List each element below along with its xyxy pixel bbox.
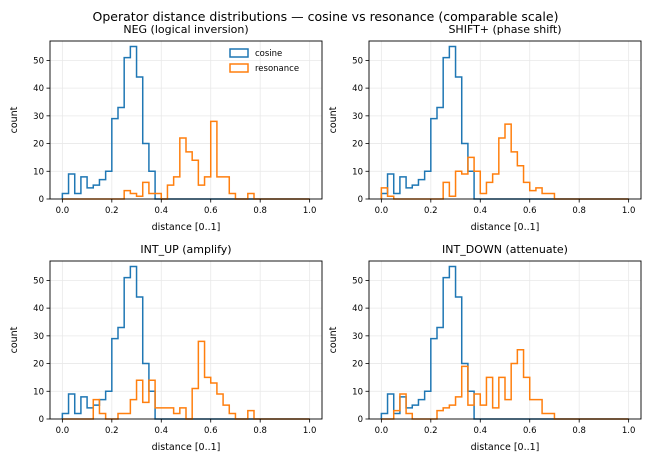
- x-tick-label: 0.8: [572, 206, 586, 216]
- axes-frame: [368, 260, 642, 420]
- x-tick-label: 0.8: [253, 206, 267, 216]
- x-tick-label: 1.0: [622, 426, 636, 436]
- y-tick-label: 50: [33, 276, 44, 286]
- legend-label-cosine: cosine: [255, 49, 282, 59]
- x-tick-label: 0.2: [424, 426, 438, 436]
- histogram-resonance: [62, 120, 310, 200]
- y-tick-label: 50: [33, 56, 44, 66]
- x-tick-label: 1.0: [303, 426, 317, 436]
- y-tick-label: 20: [33, 360, 44, 370]
- x-tick-label: 0.8: [253, 426, 267, 436]
- y-tick-label: 50: [352, 56, 363, 66]
- axes-frame: [368, 40, 642, 200]
- histogram-resonance: [381, 348, 629, 420]
- axes-frame: [49, 40, 323, 200]
- panel-3: 0.0 0.2 0.4 0.6 0.8 1.0 0 10 20 30 40 50 INT_UP (amp…: [9, 243, 323, 453]
- y-tick-label: 40: [33, 84, 44, 94]
- x-axis-label: distance [0..1]: [471, 222, 540, 233]
- x-tick-label: 0.2: [105, 426, 119, 436]
- x-tick-label: 0.8: [572, 426, 586, 436]
- y-tick-label: 30: [352, 332, 363, 342]
- figure-title: Operator distance distributions — cosine…: [93, 9, 559, 24]
- y-axis-label: count: [9, 106, 20, 133]
- x-tick-label: 1.0: [622, 206, 636, 216]
- panel-title: INT_DOWN (attenuate): [442, 243, 568, 256]
- x-axis-label: distance [0..1]: [152, 222, 221, 233]
- y-tick-label: 20: [352, 140, 363, 150]
- x-tick-label: 0.0: [375, 206, 389, 216]
- x-tick-label: 0.4: [155, 426, 169, 436]
- x-tick-label: 0.6: [204, 206, 218, 216]
- legend-swatch-cosine: [229, 48, 249, 58]
- x-tick-label: 0.2: [424, 206, 438, 216]
- x-tick-label: 0.4: [474, 426, 488, 436]
- legend: cosine resonance: [229, 48, 299, 74]
- legend-swatch-resonance: [229, 63, 249, 73]
- y-tick-label: 10: [352, 167, 363, 177]
- histogram-cosine: [380, 45, 629, 200]
- x-axis-label: distance [0..1]: [471, 442, 540, 453]
- histogram-resonance: [380, 123, 629, 200]
- x-tick-label: 0.4: [155, 206, 169, 216]
- panel-title: SHIFT+ (phase shift): [448, 23, 561, 36]
- y-tick-label: 10: [352, 387, 363, 397]
- x-tick-label: 0.4: [474, 206, 488, 216]
- panel-1: 0.0 0.2 0.4 0.6 0.8 1.0 0 10 20 30 40 50 NEG (logica…: [9, 23, 323, 233]
- y-axis-label: count: [9, 326, 20, 353]
- x-tick-label: 0.0: [56, 426, 70, 436]
- y-axis-label: count: [328, 326, 339, 353]
- x-tick-label: 0.6: [523, 206, 537, 216]
- y-tick-label: 40: [352, 304, 363, 314]
- panel-title: NEG (logical inversion): [123, 23, 248, 36]
- y-tick-label: 10: [33, 387, 44, 397]
- histogram-resonance: [62, 340, 310, 420]
- panels-group: 0.0 0.2 0.4 0.6 0.8 1.0 0 10 20 30 40 50 NEG (logica…: [9, 23, 642, 453]
- y-tick-label: 20: [33, 140, 44, 150]
- y-tick-label: 30: [33, 112, 44, 122]
- x-tick-label: 0.6: [523, 426, 537, 436]
- x-tick-label: 0.0: [56, 206, 70, 216]
- axes-frame: [49, 260, 323, 420]
- panel-2: 0.0 0.2 0.4 0.6 0.8 1.0 0 10 20 30 40 50 SHIFT+ (pha…: [328, 23, 642, 233]
- y-tick-label: 0: [39, 415, 44, 425]
- y-tick-label: 0: [358, 195, 363, 205]
- y-tick-label: 50: [352, 276, 363, 286]
- x-tick-label: 0.0: [375, 426, 389, 436]
- y-axis-label: count: [328, 106, 339, 133]
- x-tick-label: 0.2: [105, 206, 119, 216]
- y-tick-label: 30: [33, 332, 44, 342]
- x-axis-label: distance [0..1]: [152, 442, 221, 453]
- x-tick-label: 0.6: [204, 426, 218, 436]
- panel-title: INT_UP (amplify): [140, 243, 231, 256]
- y-tick-label: 40: [352, 84, 363, 94]
- y-tick-label: 20: [352, 360, 363, 370]
- histogram-cosine: [61, 265, 310, 420]
- x-tick-label: 1.0: [303, 206, 317, 216]
- y-tick-label: 40: [33, 304, 44, 314]
- y-tick-label: 0: [358, 415, 363, 425]
- y-tick-label: 0: [39, 195, 44, 205]
- y-tick-label: 30: [352, 112, 363, 122]
- y-tick-label: 10: [33, 167, 44, 177]
- panel-4: 0.0 0.2 0.4 0.6 0.8 1.0 0 10 20 30 40 50 INT_DOWN (a…: [328, 243, 642, 453]
- legend-label-resonance: resonance: [255, 64, 299, 74]
